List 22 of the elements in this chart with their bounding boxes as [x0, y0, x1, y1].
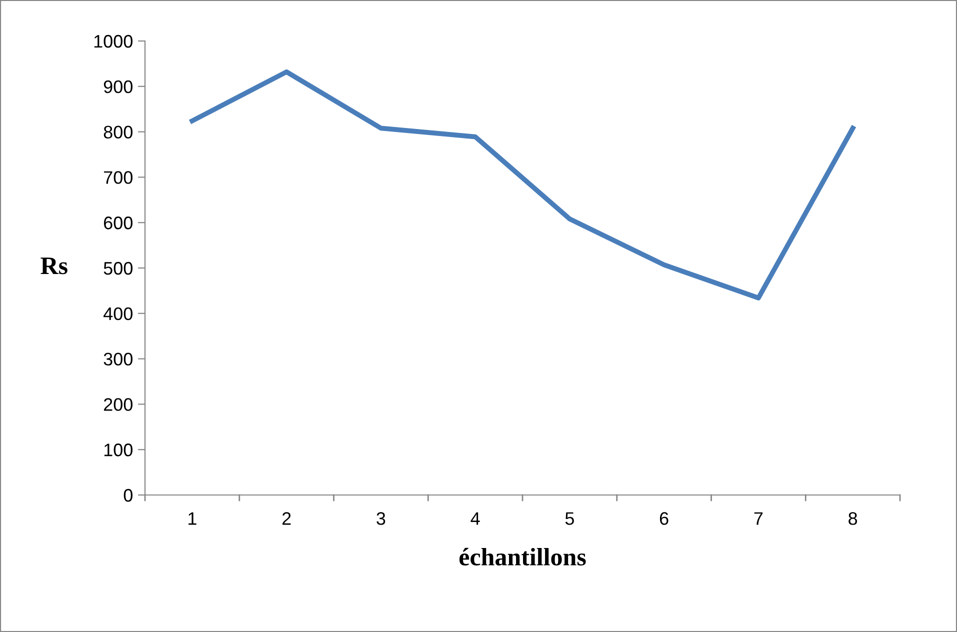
y-tick-label: 1000: [94, 34, 132, 48]
line-series: [190, 69, 856, 300]
y-tick-label: 400: [103, 307, 132, 320]
x-tick-label: 4: [470, 512, 480, 525]
x-tick-label: 7: [754, 512, 763, 525]
y-tick-label: 600: [104, 216, 132, 230]
x-tick-label: 2: [282, 512, 291, 525]
x-axis-title: échantillons: [459, 548, 586, 566]
x-tick-label: 8: [848, 512, 858, 525]
y-tick-label: 800: [104, 126, 132, 139]
y-tick-label: 100: [104, 444, 132, 456]
y-tick-label: 200: [104, 398, 132, 411]
x-tick-label: 6: [660, 512, 668, 525]
y-tick-label: 0: [124, 488, 132, 502]
y-tick-label: 900: [104, 80, 132, 94]
y-tick-label: 300: [104, 352, 132, 366]
y-tick-label: 500: [104, 262, 132, 275]
y-axis-title: Rs: [40, 258, 68, 274]
x-tick-label: 1: [188, 512, 196, 525]
y-tick-label: 700: [104, 171, 132, 184]
x-tick-label: 5: [565, 512, 574, 525]
x-tick-label: 3: [376, 512, 386, 525]
